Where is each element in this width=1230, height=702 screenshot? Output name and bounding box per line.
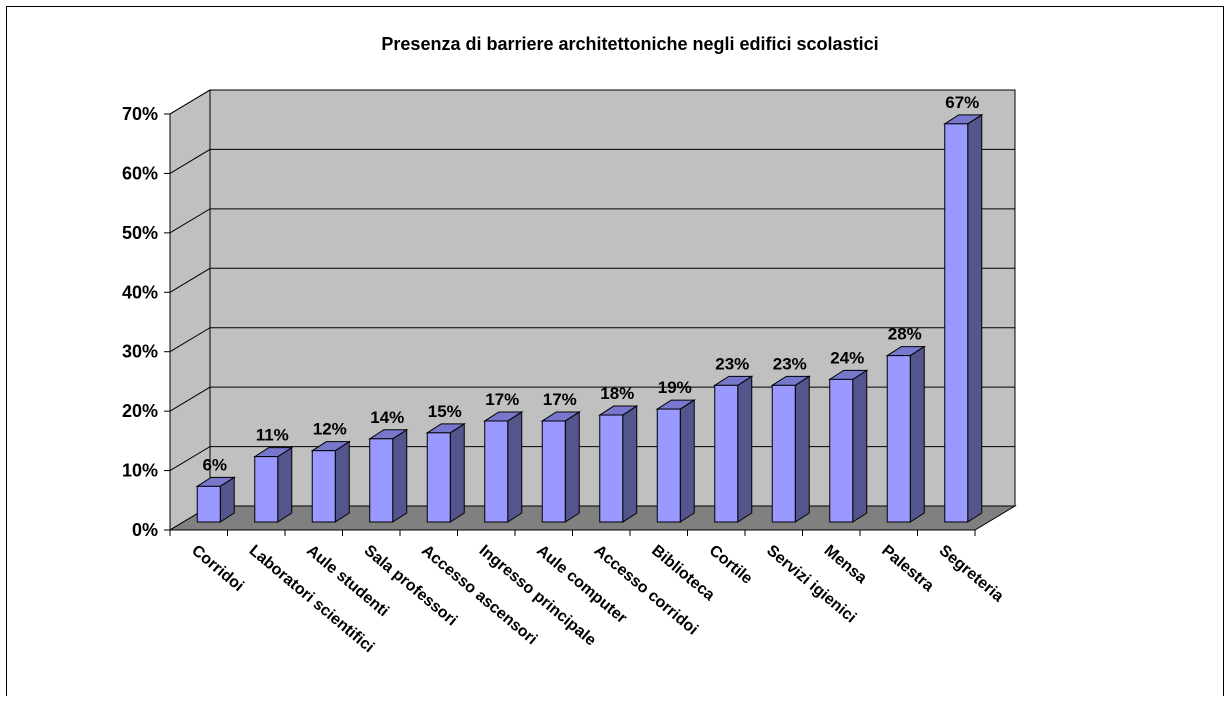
- data-label: 17%: [543, 390, 577, 409]
- bar-side: [737, 375, 753, 523]
- bar-side: [277, 446, 293, 523]
- bar-side: [334, 440, 350, 523]
- bar-front: [426, 432, 451, 523]
- gridline: [169, 267, 1015, 293]
- y-tick-label: 30%: [122, 342, 158, 362]
- data-label: 23%: [715, 354, 749, 373]
- bar-front: [541, 420, 566, 523]
- bar-front: [886, 355, 911, 523]
- data-label: 11%: [256, 426, 289, 445]
- bars: [195, 113, 984, 523]
- bar: [598, 405, 639, 523]
- data-labels: 6% 11% 12% 14% 15% 17% 17% 18% 19% 23% 23% 24% 28% 67…: [202, 93, 979, 475]
- bar-front: [311, 450, 336, 523]
- data-label: 12%: [313, 420, 347, 439]
- data-label: 18%: [600, 384, 634, 403]
- bar-side: [909, 345, 925, 523]
- bar-front: [656, 408, 681, 523]
- bar-side: [679, 399, 695, 523]
- bar: [713, 375, 754, 523]
- bar: [253, 446, 294, 523]
- bar-front: [484, 420, 509, 523]
- category-label: Segreteria: [936, 542, 1007, 605]
- y-tick-label: 50%: [122, 223, 158, 243]
- bar-side: [449, 422, 465, 523]
- bar-side: [967, 113, 983, 523]
- axes: [169, 114, 976, 536]
- bar: [195, 476, 236, 523]
- bar-front: [829, 378, 854, 523]
- bar-side: [852, 369, 868, 523]
- bar-side: [392, 428, 408, 523]
- bar: [310, 440, 351, 523]
- bar-front: [599, 414, 624, 523]
- y-tick-label: 70%: [122, 104, 158, 124]
- bar-side: [564, 411, 580, 523]
- category-label: Palestra: [878, 542, 937, 595]
- y-tick-label: 0%: [132, 520, 158, 540]
- gridline: [169, 208, 1015, 234]
- bar-front: [771, 384, 796, 523]
- y-tick-label: 40%: [122, 282, 158, 302]
- data-label: 19%: [658, 378, 692, 397]
- y-axis-ticks: 0% 10% 20% 30% 40% 50% 60% 70%: [122, 104, 170, 540]
- bar: [770, 375, 811, 523]
- gridline: [169, 327, 1015, 353]
- category-label: Accesso corridoi: [591, 542, 701, 638]
- category-label: Cortile: [706, 542, 756, 588]
- bar-side: [507, 411, 523, 523]
- y-tick-label: 60%: [122, 163, 158, 183]
- bar-front: [714, 384, 739, 523]
- data-label: 67%: [945, 93, 979, 112]
- bar-front: [196, 485, 221, 523]
- gridline: [169, 89, 1015, 115]
- data-label: 15%: [428, 402, 462, 421]
- category-label: Corridoi: [188, 542, 247, 595]
- data-label: 23%: [773, 354, 807, 373]
- y-tick-label: 10%: [122, 461, 158, 481]
- data-label: 17%: [485, 390, 519, 409]
- chart-title: Presenza di barriere architettoniche neg…: [381, 34, 878, 54]
- bar: [425, 422, 466, 523]
- bar-side: [794, 375, 810, 523]
- bar-front: [944, 123, 969, 523]
- bar-front: [254, 456, 279, 523]
- bar-front: [369, 438, 394, 523]
- bar: [885, 345, 926, 523]
- chart-frame: [6, 6, 1224, 696]
- plot-area: [168, 89, 1017, 531]
- bar: [828, 369, 869, 523]
- bar-side: [622, 405, 638, 523]
- bar: [655, 399, 696, 523]
- y-tick-label: 20%: [122, 401, 158, 421]
- data-label: 14%: [370, 408, 404, 427]
- data-label: 28%: [888, 325, 922, 344]
- gridline: [169, 148, 1015, 174]
- category-label: Mensa: [821, 542, 870, 587]
- bar: [368, 428, 409, 523]
- bar: [943, 113, 984, 523]
- data-label: 24%: [830, 348, 864, 367]
- bar: [483, 411, 524, 523]
- data-label: 6%: [202, 455, 227, 474]
- bar: [540, 411, 581, 523]
